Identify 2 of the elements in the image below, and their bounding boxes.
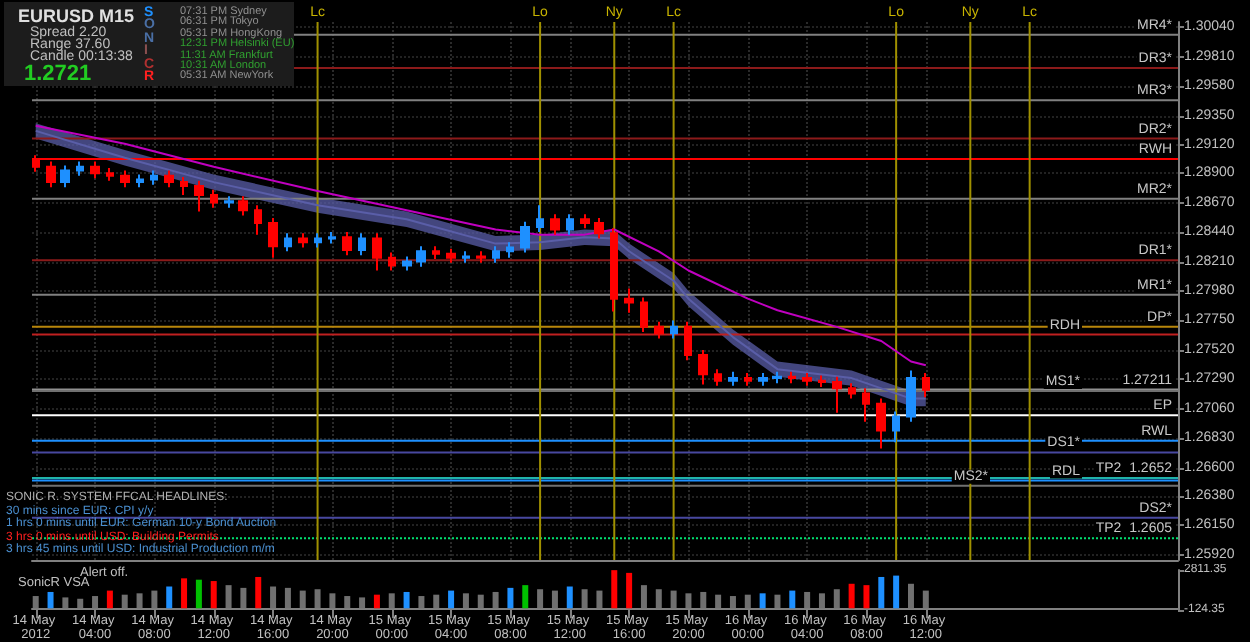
chart-title: EURUSD M15 xyxy=(18,6,135,26)
annotation: 1.2721 xyxy=(24,62,92,86)
